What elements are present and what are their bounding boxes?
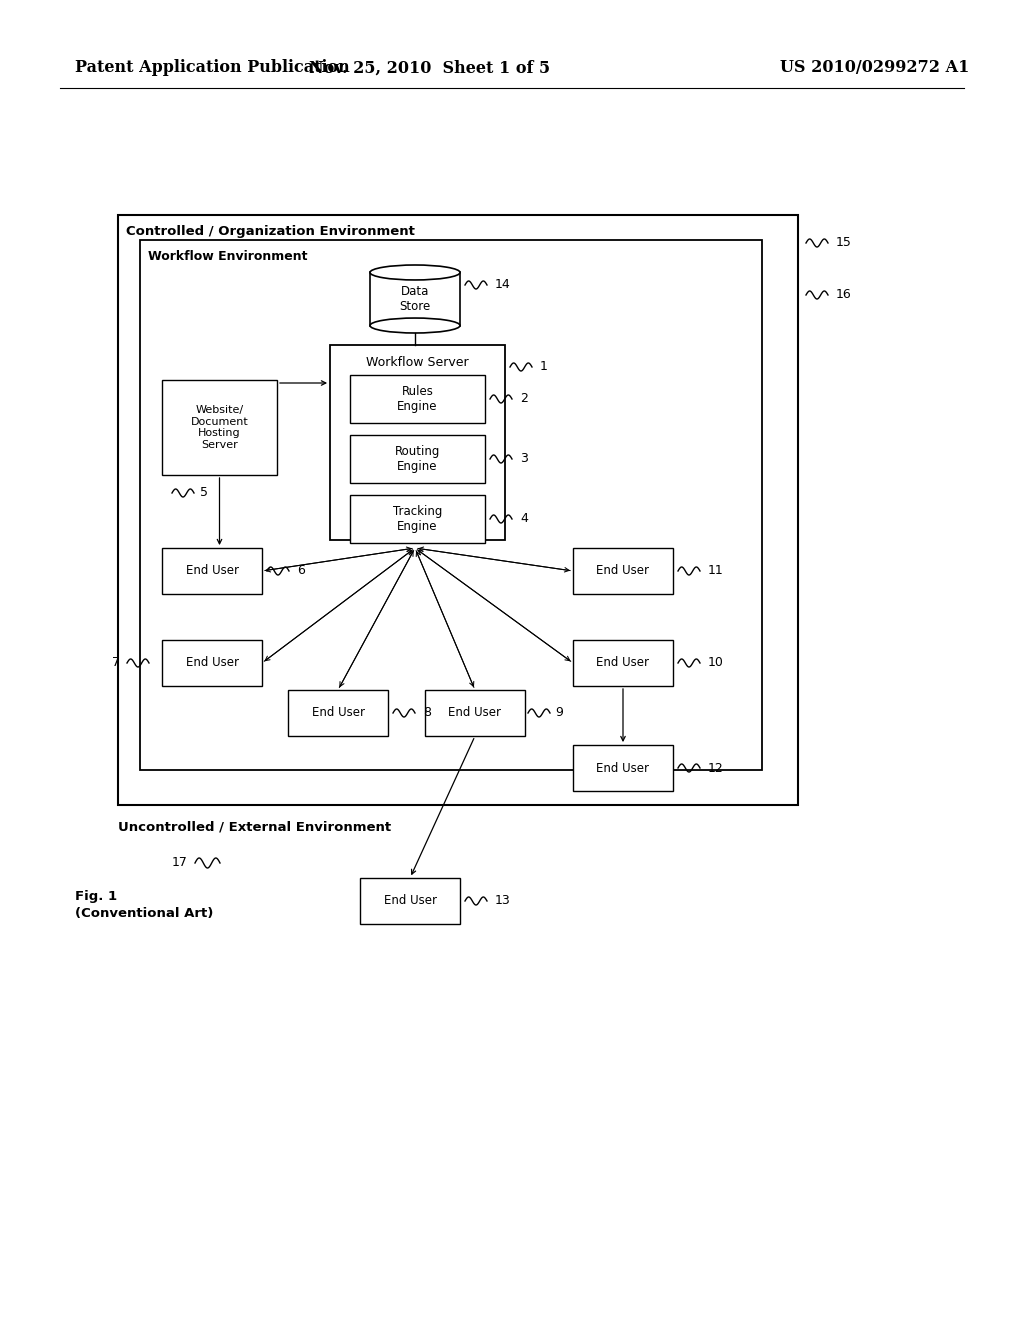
Text: 11: 11 (708, 565, 724, 578)
Bar (350, 436, 485, 483)
Bar (140, 240, 762, 770)
Text: US 2010/0299272 A1: US 2010/0299272 A1 (780, 59, 970, 77)
Bar (350, 495, 485, 543)
Text: Uncontrolled / External Environment: Uncontrolled / External Environment (118, 821, 391, 833)
Text: Nov. 25, 2010  Sheet 1 of 5: Nov. 25, 2010 Sheet 1 of 5 (309, 59, 551, 77)
Text: End User: End User (185, 565, 239, 578)
Text: End User: End User (449, 706, 502, 719)
Bar (425, 690, 525, 737)
Text: 4: 4 (520, 512, 528, 525)
Bar (162, 380, 278, 475)
Text: 6: 6 (297, 565, 305, 578)
Bar (370, 272, 460, 326)
Bar (350, 375, 485, 422)
Text: Workflow Environment: Workflow Environment (148, 249, 307, 263)
Text: Website/
Document
Hosting
Server: Website/ Document Hosting Server (190, 405, 249, 450)
Text: Data
Store: Data Store (399, 285, 431, 313)
Text: 15: 15 (836, 236, 852, 249)
Text: End User: End User (311, 706, 365, 719)
Text: 14: 14 (495, 279, 511, 292)
Bar (360, 878, 460, 924)
Text: 12: 12 (708, 762, 724, 775)
Text: End User: End User (597, 762, 649, 775)
Text: Workflow Server: Workflow Server (367, 356, 469, 370)
Text: 7: 7 (112, 656, 120, 669)
Bar (573, 640, 673, 686)
Text: End User: End User (597, 656, 649, 669)
Text: 5: 5 (200, 487, 208, 499)
Text: End User: End User (597, 565, 649, 578)
Text: 2: 2 (520, 392, 528, 405)
Text: Controlled / Organization Environment: Controlled / Organization Environment (126, 224, 415, 238)
Ellipse shape (370, 318, 460, 333)
Text: 16: 16 (836, 289, 852, 301)
Text: 9: 9 (555, 706, 563, 719)
Ellipse shape (370, 265, 460, 280)
Text: 3: 3 (520, 453, 528, 466)
Text: Tracking
Engine: Tracking Engine (393, 506, 442, 533)
Text: 17: 17 (172, 857, 188, 870)
Text: 13: 13 (495, 895, 511, 908)
Bar (573, 548, 673, 594)
Text: 10: 10 (708, 656, 724, 669)
Bar (330, 345, 505, 540)
Text: End User: End User (185, 656, 239, 669)
Text: Rules
Engine: Rules Engine (397, 385, 437, 413)
Text: 1: 1 (540, 360, 548, 374)
Text: End User: End User (384, 895, 436, 908)
Text: Patent Application Publication: Patent Application Publication (75, 59, 350, 77)
Text: Fig. 1
(Conventional Art): Fig. 1 (Conventional Art) (75, 890, 213, 920)
Bar (573, 744, 673, 791)
Bar (118, 215, 798, 805)
Bar (288, 690, 388, 737)
Text: Routing
Engine: Routing Engine (395, 445, 440, 473)
Bar (162, 640, 262, 686)
Text: 8: 8 (423, 706, 431, 719)
Bar (162, 548, 262, 594)
